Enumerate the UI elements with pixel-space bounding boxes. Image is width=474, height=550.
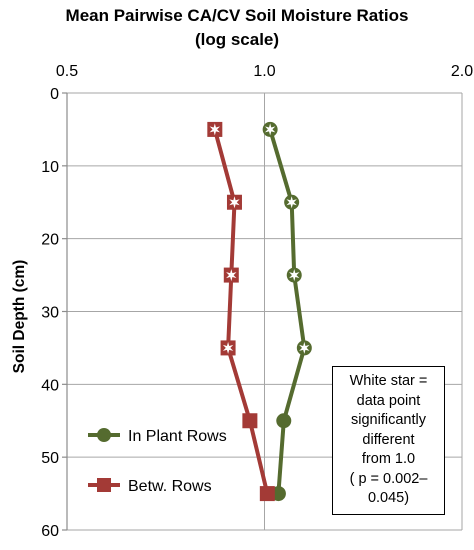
x-tick-label: 2.0 [451, 63, 473, 80]
circle-marker [276, 413, 292, 429]
y-tick-label: 60 [41, 523, 59, 540]
note-line-2: data point [356, 392, 421, 409]
note-line-5: from 1.0 [361, 451, 416, 467]
white-star-marker [222, 341, 234, 354]
legend-marker [97, 428, 111, 442]
chart-title-line-1: Mean Pairwise CA/CV Soil Moisture Ratios [65, 6, 409, 25]
square-marker [259, 486, 275, 502]
x-tick-label: 0.5 [56, 63, 78, 80]
white-star-marker [229, 196, 240, 209]
white-star-marker [289, 269, 300, 282]
legend-label: Betw. Rows [128, 478, 212, 495]
square-marker [242, 413, 258, 429]
y-tick-label: 50 [41, 450, 59, 467]
note-line-7: 0.045) [367, 490, 410, 506]
y-axis-label: Soil Depth (cm) [11, 260, 28, 374]
y-tick-label: 20 [41, 232, 59, 249]
note-line-3: significantly [351, 412, 426, 428]
note-line-6: ( p = 0.002– [349, 470, 428, 487]
white-star-marker [209, 123, 221, 136]
legend-marker [97, 478, 111, 492]
white-star-marker [226, 269, 237, 282]
note-line-4: different [362, 431, 415, 448]
white-star-marker [286, 196, 297, 209]
y-tick-label: 0 [50, 86, 59, 103]
chart-title-line-2: (log scale) [194, 30, 280, 49]
y-tick-label: 40 [41, 377, 59, 394]
y-tick-label: 30 [41, 305, 59, 322]
series-line-2 [212, 128, 270, 495]
white-star-marker [299, 341, 310, 354]
note-line-1: White star = [349, 373, 428, 389]
white-star-marker [264, 123, 276, 136]
legend-label: In Plant Rows [128, 428, 227, 445]
x-tick-label: 1.0 [253, 63, 275, 80]
y-tick-label: 10 [41, 159, 59, 176]
series-line-1 [268, 128, 307, 494]
significance-note-box: White star = data point significantly di… [332, 366, 445, 515]
